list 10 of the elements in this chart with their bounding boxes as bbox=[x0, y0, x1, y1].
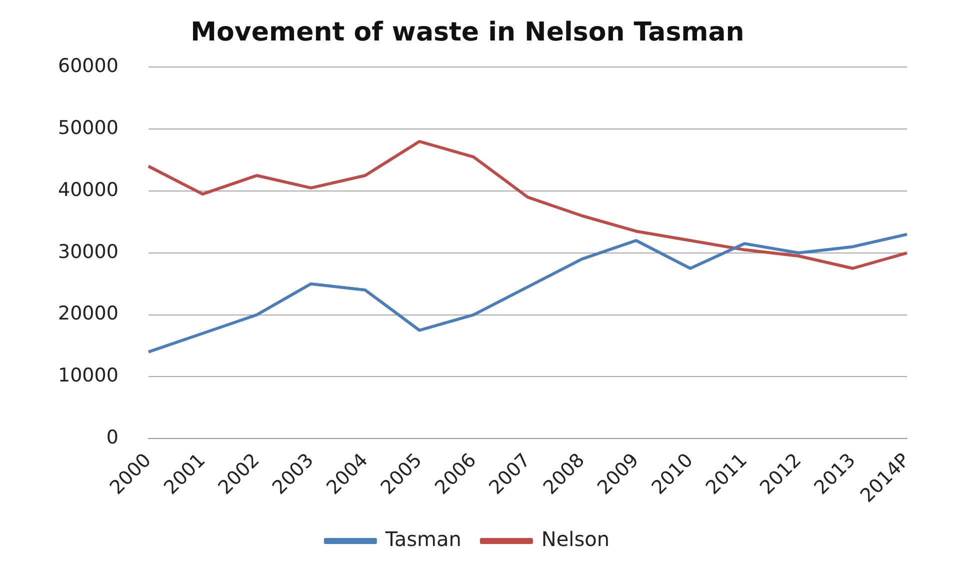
y-tick-label: 30000 bbox=[58, 240, 118, 263]
y-tick-label: 60000 bbox=[58, 55, 118, 78]
legend-label: Nelson bbox=[541, 527, 610, 552]
y-tick-label: 10000 bbox=[58, 364, 118, 387]
y-tick-label: 0 bbox=[106, 426, 118, 449]
y-tick-label: 50000 bbox=[58, 117, 118, 140]
legend-label: Tasman bbox=[384, 527, 462, 552]
y-tick-label: 40000 bbox=[58, 178, 118, 201]
y-tick-label: 20000 bbox=[58, 302, 118, 325]
chart-title: Movement of waste in Nelson Tasman bbox=[190, 17, 744, 48]
